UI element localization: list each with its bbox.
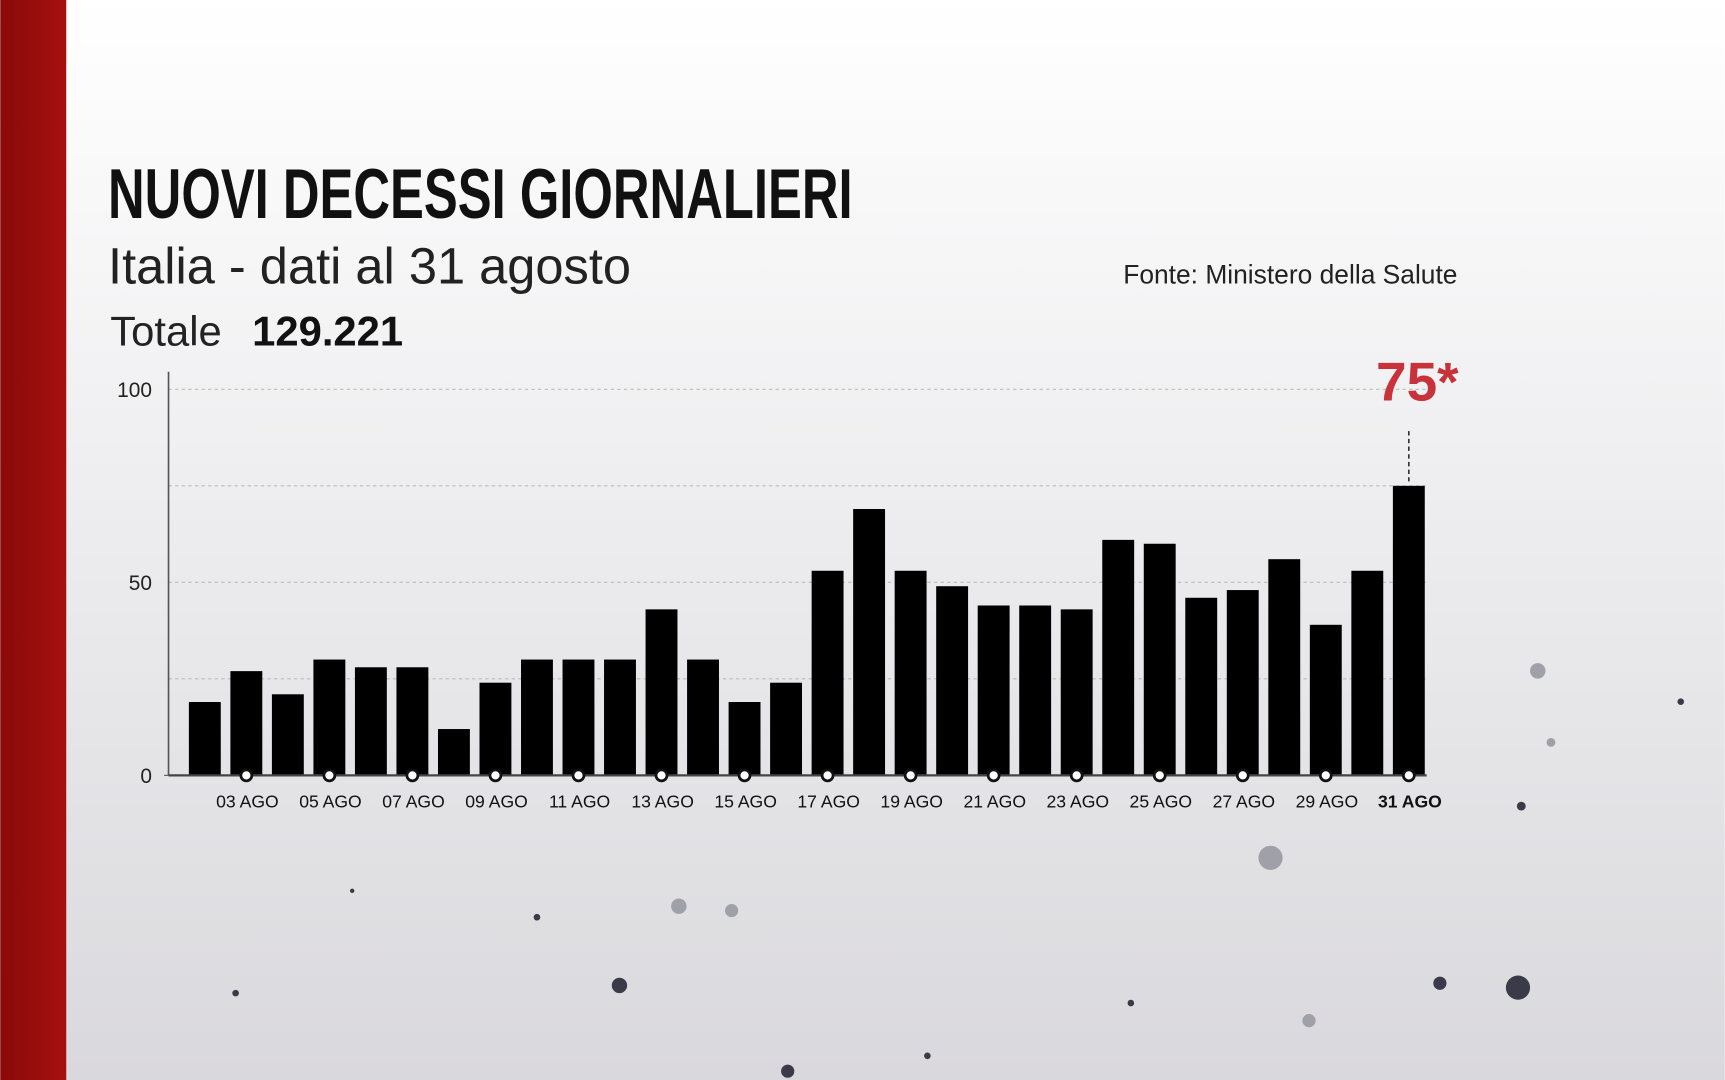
bar (1226, 590, 1259, 776)
bar (1392, 485, 1425, 776)
chart-subtitle: Italia - dati al 31 agosto (108, 238, 631, 295)
bar (604, 659, 636, 776)
bar (1351, 570, 1384, 776)
decor-dot (924, 1052, 931, 1060)
axis-dot (405, 768, 420, 783)
bar (1185, 597, 1218, 776)
decor-dot (725, 904, 739, 918)
axis-dot (1318, 768, 1333, 783)
decor-dot (1530, 663, 1546, 679)
x-tick-label: 17 AGO (797, 791, 860, 811)
y-tick-label: 100 (117, 379, 152, 402)
x-tick-label: 07 AGO (382, 791, 445, 811)
x-tick-label: 11 AGO (549, 791, 610, 811)
chart-title: NUOVI DECESSI GIORNALIERI (108, 154, 853, 233)
bar (645, 609, 678, 776)
bar (313, 659, 346, 776)
source: Fonte: Ministero della Salute (1123, 260, 1457, 290)
bar (687, 659, 719, 776)
decor-dot (349, 888, 355, 894)
bar (728, 702, 761, 776)
axis-dot (903, 768, 918, 783)
bar (1309, 624, 1342, 776)
side-band (0, 0, 67, 1080)
bar (853, 508, 886, 776)
bar (1268, 559, 1301, 776)
axis-dot (488, 768, 503, 783)
bar (562, 659, 595, 776)
bar (354, 667, 387, 776)
decor-dot (533, 913, 541, 921)
bar (1143, 543, 1176, 776)
decor (232, 663, 1685, 1078)
bar (1019, 605, 1052, 776)
x-tick-label: 27 AGO (1213, 791, 1276, 811)
decor-dot (1258, 845, 1283, 870)
decor-dot (671, 898, 687, 914)
axis-dot (1069, 768, 1084, 783)
x-tick-label: 13 AGO (631, 791, 694, 811)
bar (437, 729, 470, 776)
y-tick-label: 0 (140, 765, 152, 788)
decor-dot (781, 1064, 795, 1078)
bar (1102, 539, 1135, 776)
total-label: Totale (110, 307, 222, 354)
bar (770, 682, 803, 776)
annotation: 75* (1376, 350, 1459, 412)
decor-dot (1433, 976, 1447, 990)
bar (271, 694, 304, 776)
bar (1060, 609, 1093, 776)
axis-dot (322, 768, 337, 783)
decor-dot (1516, 801, 1526, 811)
bar (396, 667, 429, 776)
axis-dot (571, 768, 586, 783)
x-tick-label: 19 AGO (880, 791, 943, 811)
x-tick-label: 25 AGO (1130, 791, 1193, 811)
bar (230, 671, 263, 776)
x-tick-label: 29 AGO (1296, 791, 1359, 811)
x-tick-label: 09 AGO (465, 791, 528, 811)
x-tick-label: 15 AGO (714, 791, 777, 811)
axis-dot (1235, 768, 1250, 783)
axis-dot (986, 768, 1001, 783)
axis-dot (1401, 768, 1416, 783)
decor-dot (1127, 999, 1135, 1007)
axis-dot (737, 768, 752, 783)
axis-dot (1152, 768, 1167, 783)
decor-dot (1302, 1014, 1316, 1028)
axis-dot (654, 768, 669, 783)
total-value: 129.221 (252, 307, 403, 354)
decor-dot (1677, 698, 1685, 705)
bar (936, 586, 969, 776)
bar (479, 682, 512, 776)
decor-dot (232, 989, 239, 997)
decor-dot (1505, 975, 1531, 1000)
bar (894, 570, 927, 776)
decor-dot (1546, 737, 1556, 747)
bar (977, 605, 1010, 776)
y-tick-label: 50 (129, 572, 152, 595)
axis-dot (239, 768, 254, 783)
x-tick-label: 31 AGO (1378, 791, 1442, 811)
bar (811, 570, 844, 776)
bar (188, 702, 221, 776)
bar (521, 659, 553, 776)
decor-dot (611, 977, 628, 994)
x-tick-label: 23 AGO (1047, 791, 1110, 811)
axis-dot (820, 768, 835, 783)
x-tick-label: 05 AGO (299, 791, 362, 811)
x-tick-label: 21 AGO (963, 791, 1026, 811)
x-tick-label: 03 AGO (216, 791, 279, 811)
